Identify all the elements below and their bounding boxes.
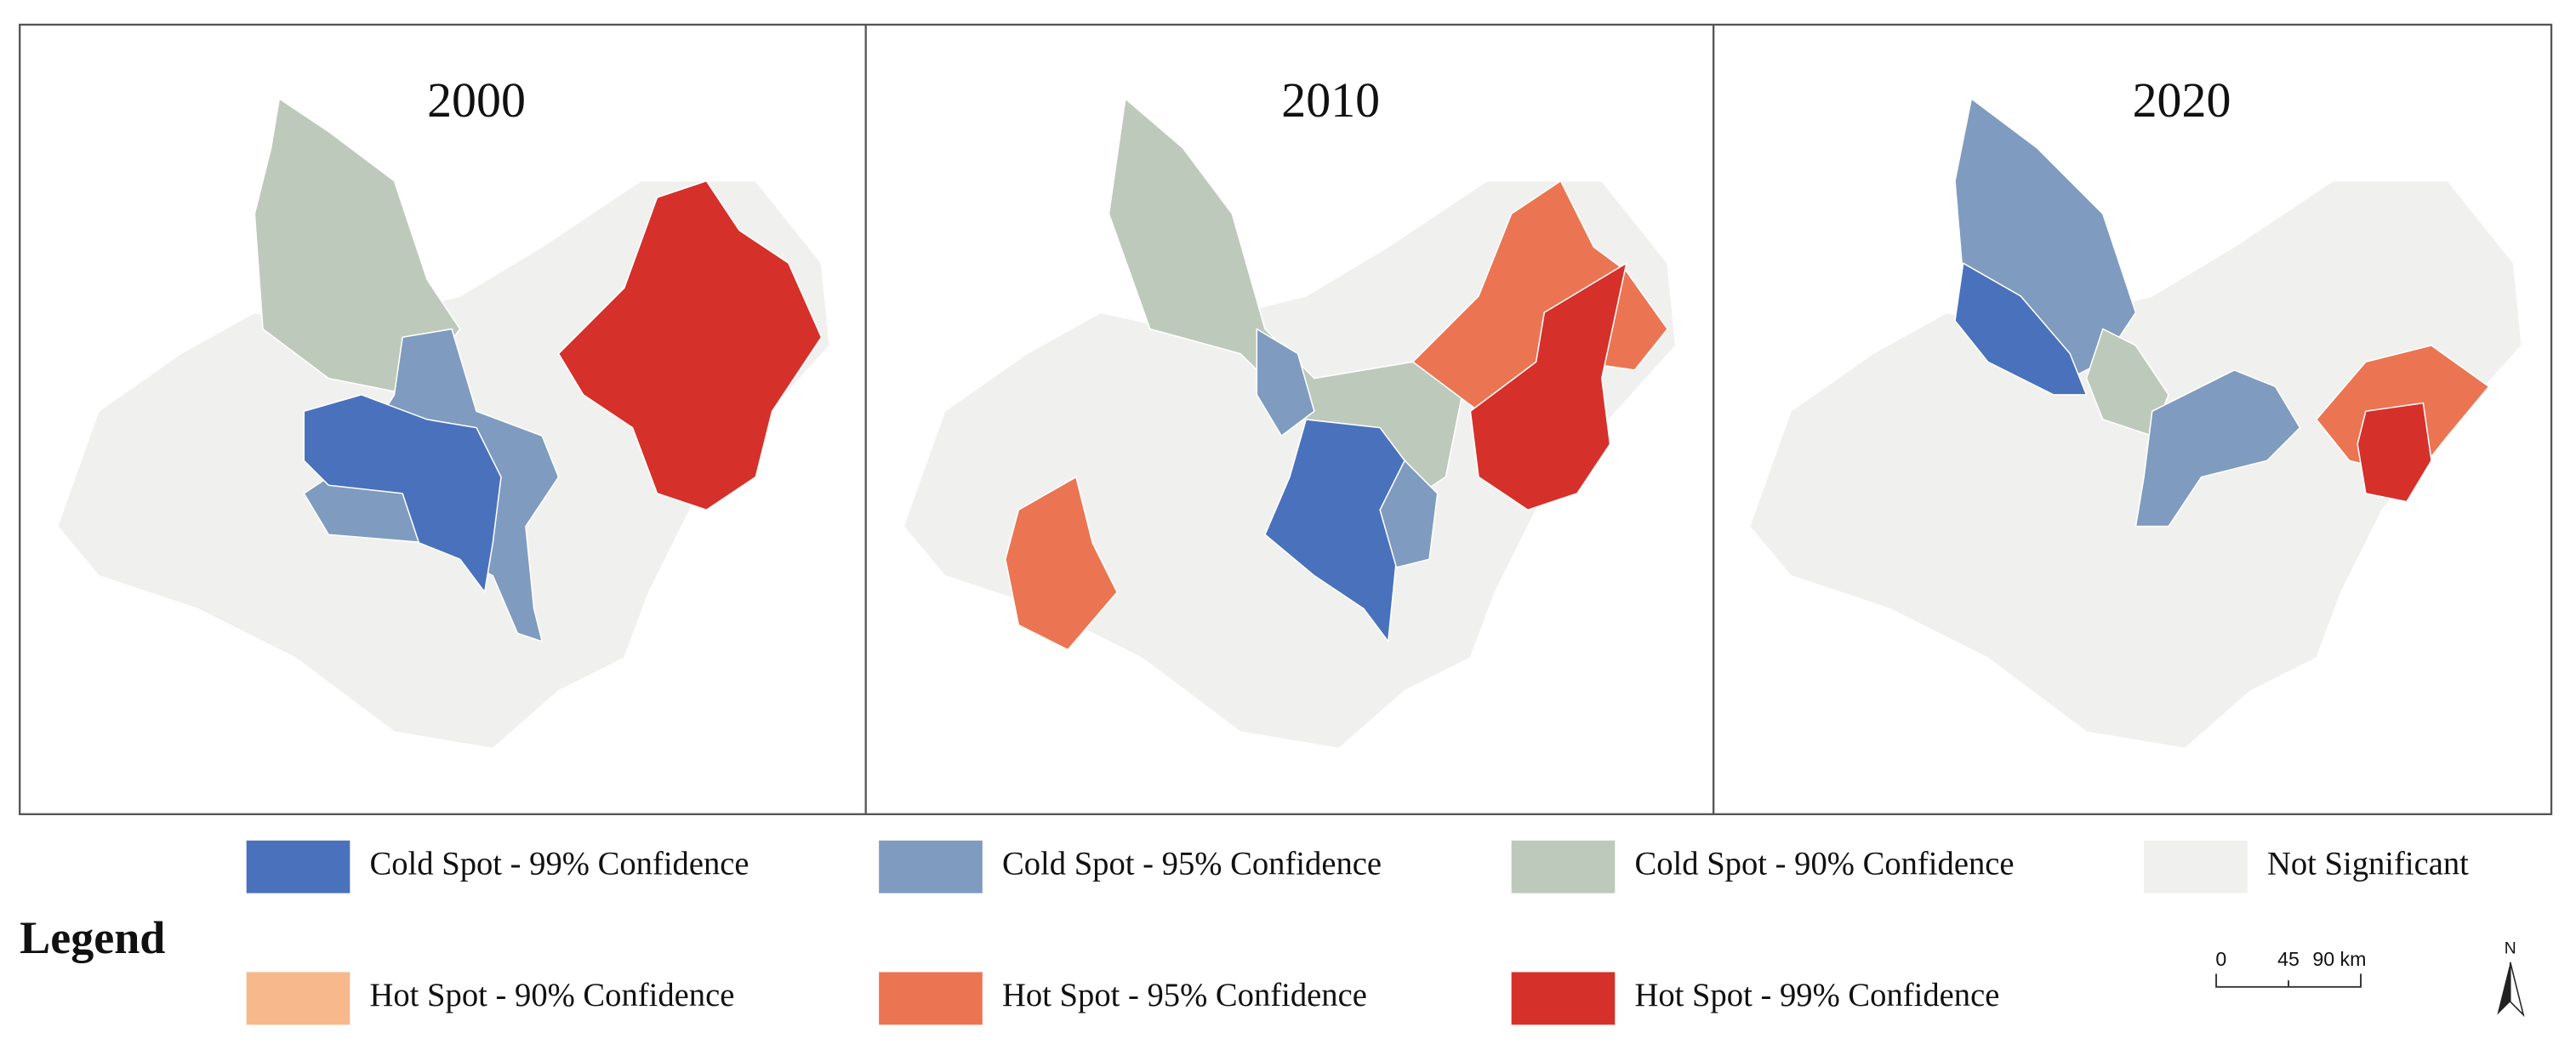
scale-bar-line (2215, 973, 2362, 988)
legend-label: Hot Spot - 90% Confidence (370, 978, 735, 1013)
legend-label: Not Significant (2267, 847, 2469, 882)
region (1005, 476, 1118, 651)
region (557, 180, 823, 511)
north-arrow-right (2509, 962, 2525, 1018)
map-2020 (1748, 98, 2523, 750)
region (1379, 460, 1439, 568)
scale-label: 0 (2215, 948, 2226, 970)
legend-swatch (246, 840, 350, 893)
panel-title: 2020 (2133, 72, 2231, 128)
legend-swatch (1511, 840, 1616, 893)
region (2134, 369, 2301, 528)
legend-swatch (1511, 972, 1616, 1025)
legend-title: Legend (20, 912, 165, 963)
map-2000 (56, 98, 831, 750)
legend-label: Cold Spot - 95% Confidence (1002, 847, 1382, 882)
panel-title: 2010 (1281, 72, 1380, 128)
map-2010 (903, 98, 1677, 750)
legend-swatch (246, 972, 350, 1025)
legend-label: Cold Spot - 99% Confidence (370, 847, 749, 882)
scale-label: 90 km (2312, 948, 2366, 970)
legend-label: Hot Spot - 99% Confidence (1634, 978, 1999, 1013)
scale-bar: 0 45 90 km (2215, 948, 2366, 988)
panel-title: 2000 (427, 72, 526, 128)
region (1264, 419, 1405, 642)
region (1256, 328, 1315, 437)
region (1954, 262, 2088, 396)
legend-swatch (2144, 840, 2248, 893)
region (1469, 262, 1627, 511)
legend-swatch (879, 840, 983, 893)
north-arrow-left (2497, 962, 2510, 1015)
north-arrow: N (2497, 939, 2525, 1018)
legend-swatch (879, 972, 983, 1025)
north-label: N (2505, 939, 2516, 957)
region (2357, 402, 2432, 503)
legend-label: Cold Spot - 90% Confidence (1634, 847, 2014, 882)
map-frame (19, 23, 2553, 816)
region (303, 394, 502, 593)
legend-label: Hot Spot - 95% Confidence (1002, 978, 1367, 1013)
scale-label: 45 (2277, 948, 2300, 970)
